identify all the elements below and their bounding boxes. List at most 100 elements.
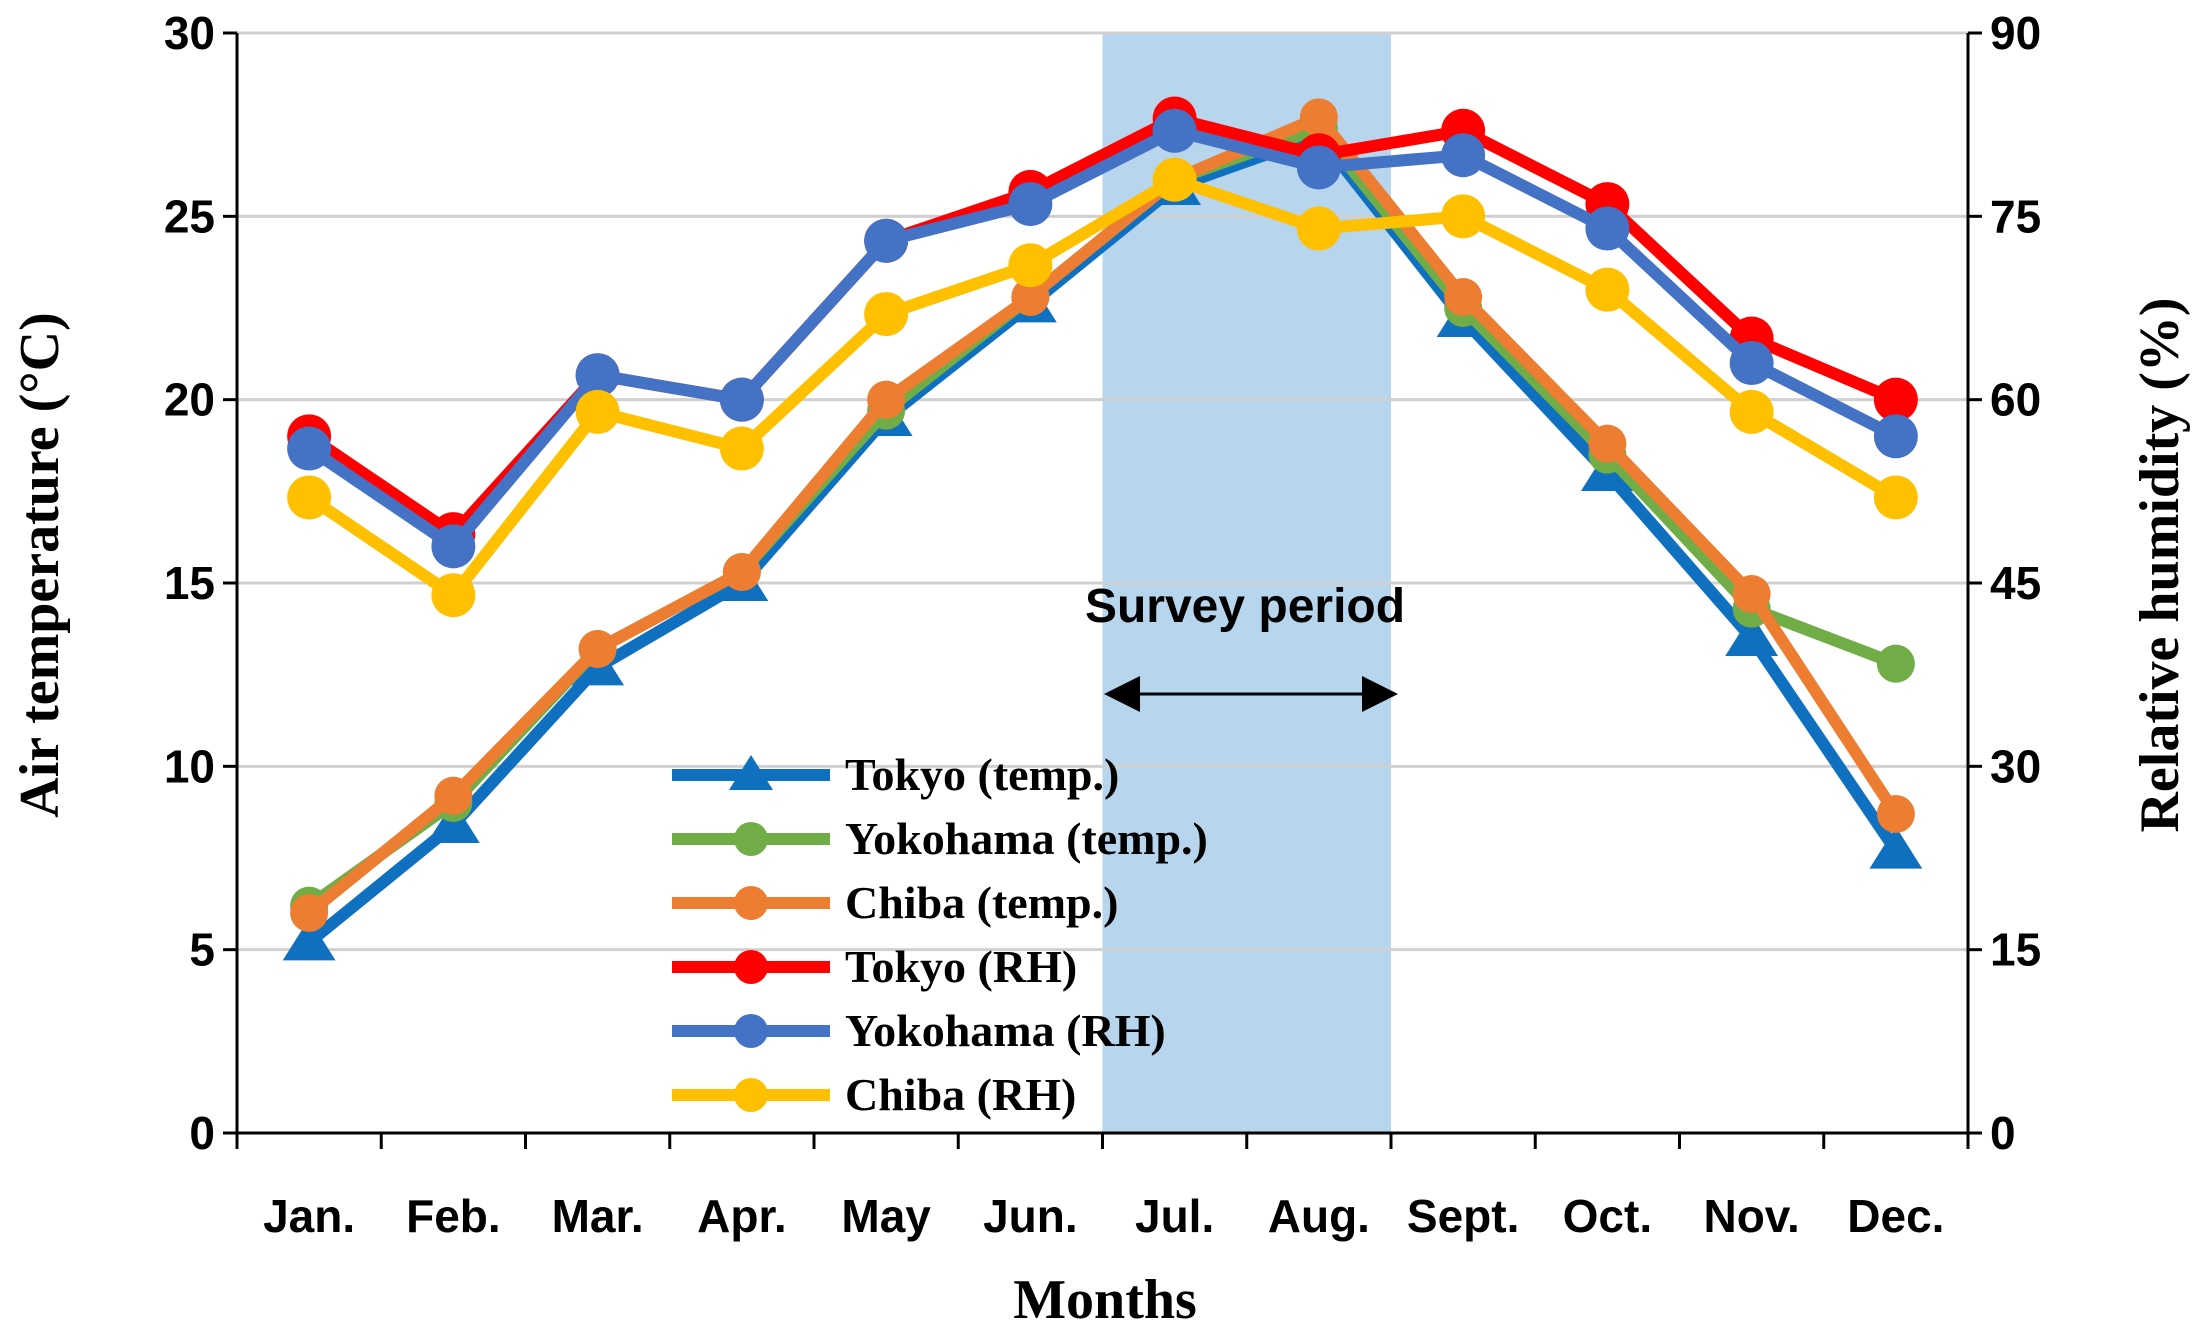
data-point <box>1729 389 1774 434</box>
series-yokohama-rh <box>287 108 1918 569</box>
axes <box>223 31 1982 1149</box>
data-point <box>287 475 332 520</box>
series-line <box>305 111 1901 918</box>
x-tick-label: May <box>841 1190 931 1242</box>
data-point <box>1296 145 1341 190</box>
legend-marker <box>729 755 773 790</box>
data-point <box>1729 341 1774 385</box>
legend-label: Yokohama (temp.) <box>845 813 1208 864</box>
data-point <box>1873 414 1918 459</box>
y-tick-label: 15 <box>164 557 215 609</box>
data-point <box>1873 475 1918 520</box>
data-point <box>1441 194 1486 239</box>
gridlines <box>237 31 1968 952</box>
data-point <box>1299 98 1338 137</box>
x-tick-label: Sept. <box>1407 1190 1519 1242</box>
y2-tick-label: 0 <box>1990 1107 2016 1159</box>
y-tick-label: 0 <box>189 1107 215 1159</box>
series-line <box>305 124 1899 553</box>
data-point <box>722 553 761 591</box>
survey-period-arrow <box>1104 676 1398 712</box>
legend-item: Tokyo (temp.) <box>672 749 1119 800</box>
data-point <box>719 426 764 471</box>
legend-marker <box>734 1078 768 1112</box>
x-tick-label: Oct. <box>1563 1190 1652 1242</box>
data-point <box>290 894 329 932</box>
data-point <box>578 630 617 668</box>
legend-marker <box>734 886 768 920</box>
y2-axis-title: Relative humidity (%) <box>2129 297 2191 832</box>
data-point <box>431 524 476 569</box>
data-point <box>1444 278 1483 316</box>
data-point <box>287 426 332 471</box>
legend-item: Chiba (temp.) <box>672 877 1118 928</box>
survey-period-label: Survey period <box>1085 580 1405 633</box>
legend-label: Chiba (temp.) <box>845 877 1118 928</box>
data-point <box>867 380 906 419</box>
data-point <box>1876 795 1915 833</box>
legend-marker <box>734 1014 768 1048</box>
y2-tick-label: 60 <box>1990 374 2041 426</box>
series-chiba-rh <box>287 157 1918 618</box>
legend: Tokyo (temp.) Yokohama (temp.) Chiba (temp… <box>672 749 1208 1120</box>
x-tick-label: Jul. <box>1135 1190 1214 1242</box>
legend-item: Yokohama (temp.) <box>672 813 1208 864</box>
y2-tick-label: 75 <box>1990 190 2041 242</box>
y2-tick-label: 15 <box>1990 924 2041 976</box>
data-point <box>864 292 909 337</box>
data-point <box>434 776 473 815</box>
data-point <box>1011 278 1050 316</box>
y-tick-label: 5 <box>189 924 215 976</box>
legend-item: Tokyo (RH) <box>672 941 1077 992</box>
x-tick-label: Aug. <box>1268 1190 1370 1242</box>
data-point <box>1585 206 1630 251</box>
y2-tick-label: 90 <box>1990 7 2041 59</box>
data-point <box>575 389 620 434</box>
data-point <box>1732 575 1771 613</box>
data-point <box>719 377 764 422</box>
data-point <box>864 218 909 263</box>
x-tick-label: Mar. <box>552 1190 644 1242</box>
legend-marker <box>734 950 768 984</box>
y-tick-label: 20 <box>164 374 215 426</box>
data-point <box>575 353 620 398</box>
series-line <box>305 173 1899 602</box>
x-tick-label: Feb. <box>406 1190 501 1242</box>
data-point <box>1152 157 1197 202</box>
y-axis-title: Air temperature (°C) <box>9 312 71 817</box>
legend-label: Tokyo (RH) <box>845 941 1077 992</box>
y-tick-label: 25 <box>164 190 215 242</box>
x-tick-label: Dec. <box>1847 1190 1944 1242</box>
legend-item: Chiba (RH) <box>672 1069 1076 1120</box>
data-point <box>1725 614 1779 656</box>
x-tick-label: Apr. <box>697 1190 786 1242</box>
data-point <box>431 573 476 618</box>
x-tick-label: Nov. <box>1703 1190 1799 1242</box>
legend-label: Tokyo (temp.) <box>845 749 1119 800</box>
legend-marker <box>734 822 768 856</box>
data-point <box>1008 182 1053 227</box>
legend-label: Yokohama (RH) <box>845 1005 1166 1056</box>
data-point <box>1441 133 1486 178</box>
data-point <box>1296 206 1341 251</box>
data-point <box>1869 826 1923 869</box>
y-tick-label: 10 <box>164 740 215 792</box>
series-group <box>282 96 1923 961</box>
x-tick-label: Jun. <box>983 1190 1078 1242</box>
arrow-right-icon <box>1362 676 1398 712</box>
data-point <box>1588 424 1627 463</box>
legend-item: Yokohama (RH) <box>672 1005 1166 1056</box>
data-point <box>1585 267 1630 312</box>
y2-tick-label: 45 <box>1990 557 2041 609</box>
arrow-left-icon <box>1104 676 1140 712</box>
data-point <box>1873 377 1918 422</box>
data-point <box>282 918 336 961</box>
data-point <box>1152 108 1197 153</box>
legend-label: Chiba (RH) <box>845 1069 1076 1120</box>
x-axis-title: Months <box>1013 1269 1197 1331</box>
x-tick-label: Jan. <box>263 1190 355 1242</box>
tick-labels: 0 0 5 15 10 30 15 45 20 60 25 75 30 90 Jan. Feb. Mar. Apr… <box>164 7 2041 1242</box>
data-point <box>1876 644 1915 683</box>
